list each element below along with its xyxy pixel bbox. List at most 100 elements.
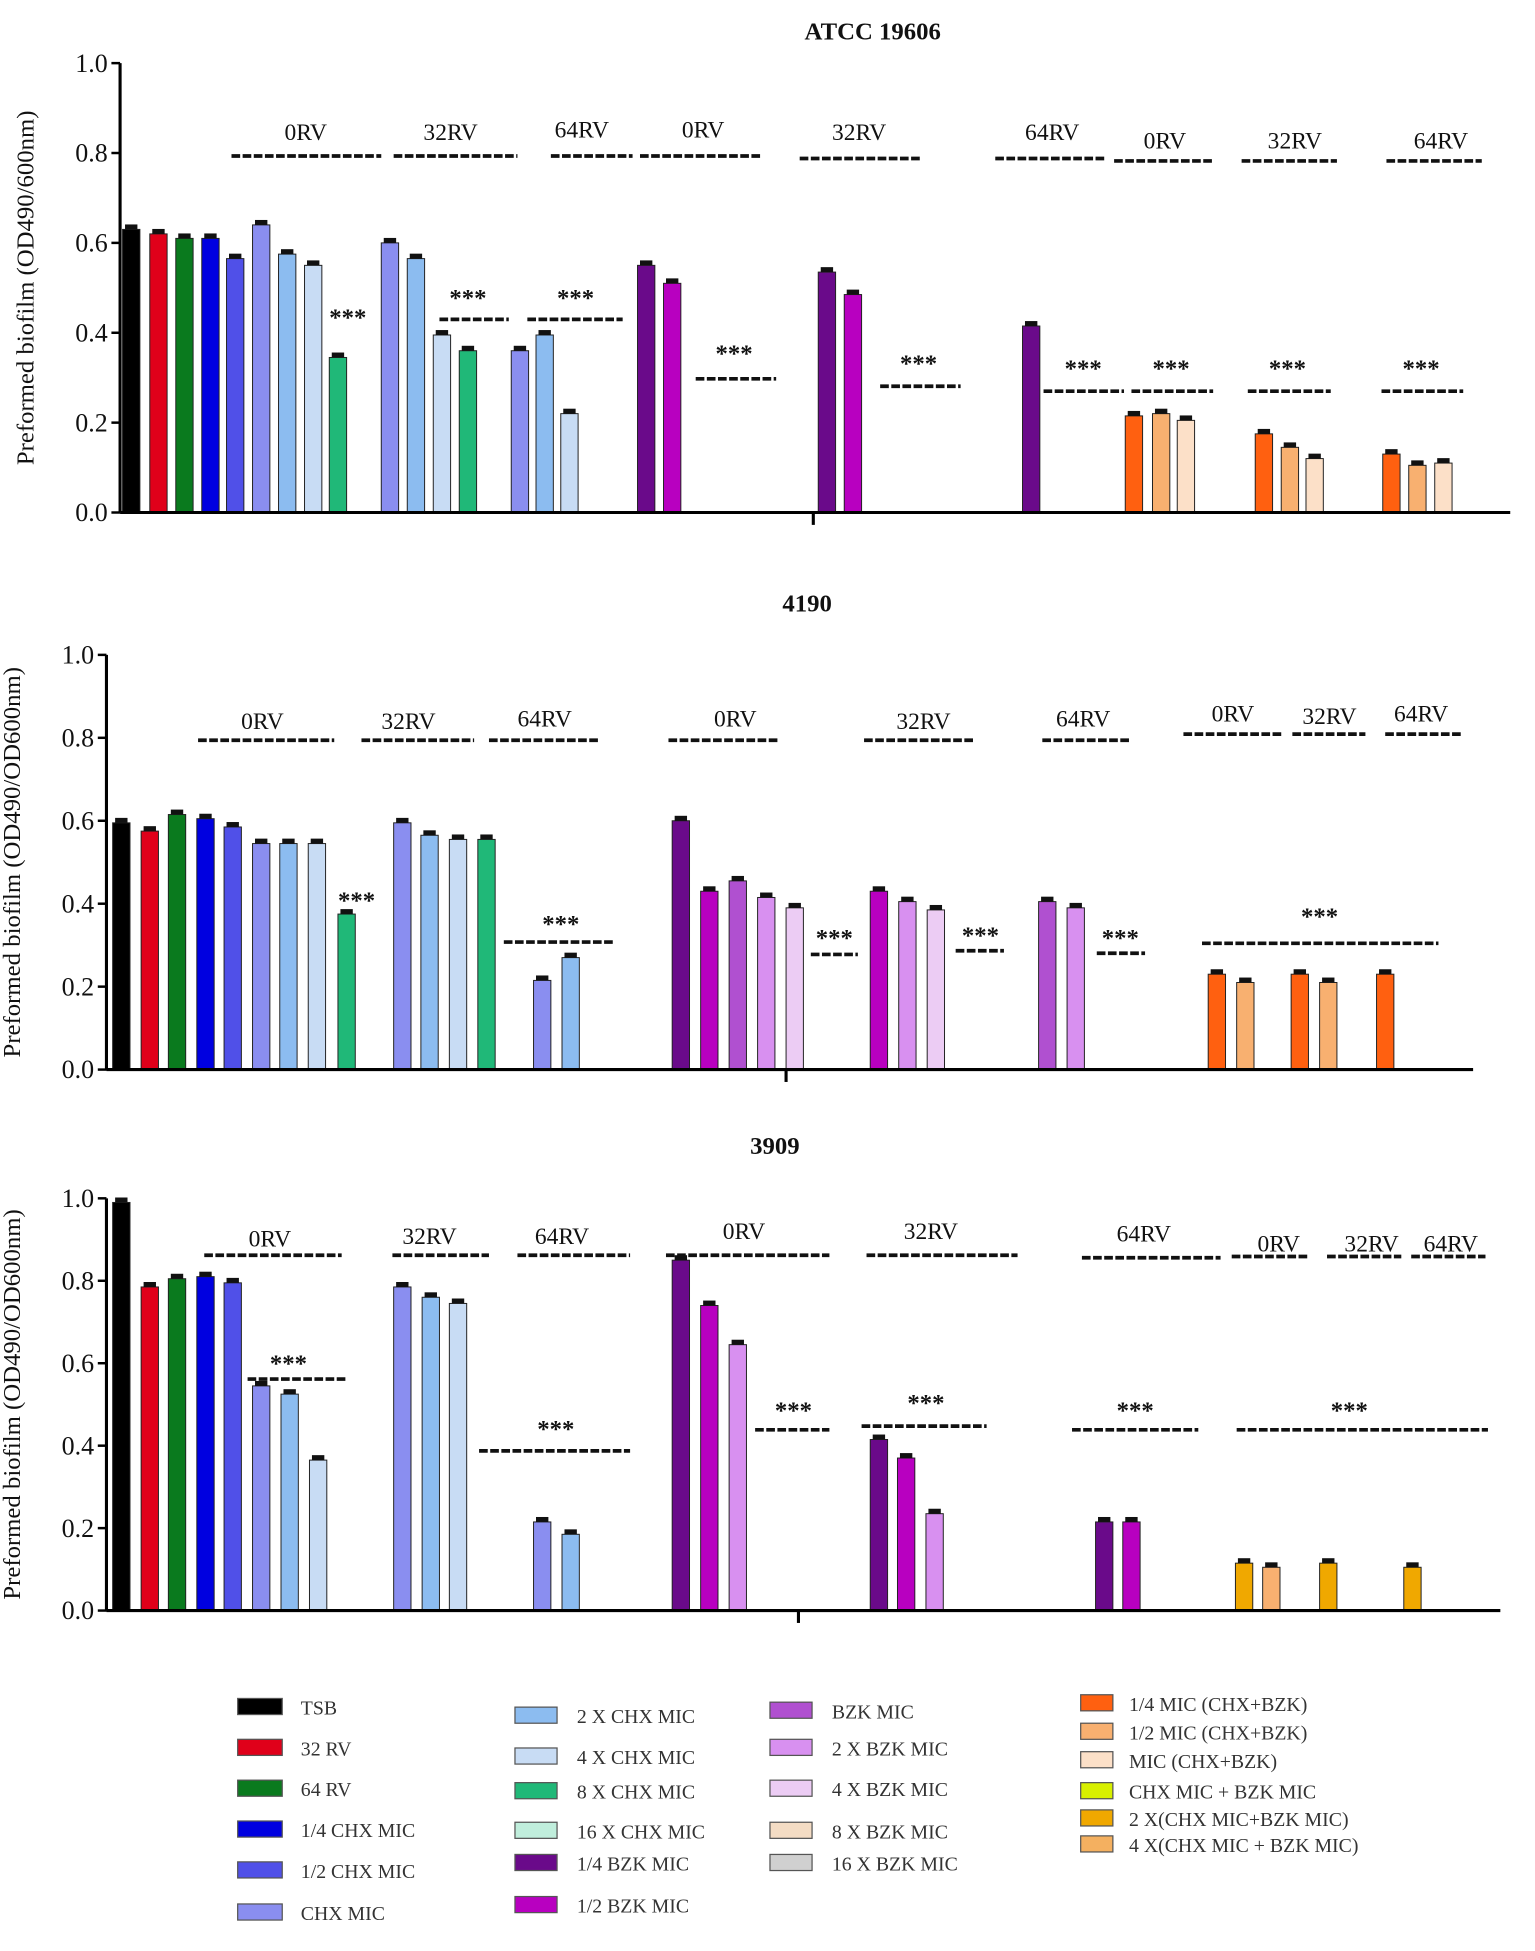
significance-marker: *** (716, 340, 753, 367)
error-bar (929, 904, 943, 910)
error-bar (1406, 1562, 1419, 1568)
error-bar (846, 289, 860, 295)
bar-2-x-bzk-mic (757, 896, 776, 1071)
legend-label: CHX MIC (301, 1903, 385, 1925)
y-axis-label: Preformed biofilm (OD490/OD600nm) (0, 667, 26, 1057)
bar-mic-chx-bzk- (1434, 462, 1453, 514)
legend-swatch (1080, 1809, 1114, 1827)
error-bar (255, 219, 268, 225)
error-bar (143, 826, 156, 832)
error-bar (311, 1455, 325, 1461)
y-tick-label: 0.8 (75, 139, 107, 168)
bar-chx-mic (510, 350, 530, 514)
chart-title: ATCC 19606 (805, 19, 941, 46)
y-tick-label: 0.4 (62, 1431, 94, 1460)
legend-swatch (237, 1738, 283, 1757)
significance-marker: *** (1102, 925, 1139, 952)
error-bar (1069, 902, 1082, 908)
error-bar (665, 278, 679, 284)
error-bar (204, 233, 217, 239)
bar-4-x-chx-mic (432, 334, 452, 514)
bar-8-x-chx-mic (477, 838, 496, 1071)
legend-item: 1/2 MIC (CHX+BZK) (1080, 1722, 1307, 1744)
bar-1-4-chx-mic (201, 237, 220, 514)
bar-4-x-chx-mic (448, 1302, 468, 1612)
group-label: 32RV (1268, 129, 1322, 155)
error-bar (115, 1197, 128, 1203)
legend-item: 4 X(CHX MIC + BZK MIC) (1080, 1835, 1358, 1857)
y-tick-label: 0.4 (62, 889, 94, 918)
y-tick-label: 0.2 (75, 408, 107, 437)
error-bar (199, 813, 212, 819)
legend-item: 16 X CHX MIC (514, 1821, 705, 1843)
legend-swatch (237, 1697, 283, 1716)
group-label: 32RV (402, 1224, 456, 1250)
bar-8-x-chx-mic (328, 356, 348, 514)
legend-label: 8 X CHX MIC (577, 1782, 695, 1804)
bar-chx-mic (380, 242, 400, 514)
group-label: 32RV (381, 709, 435, 735)
error-bar (396, 817, 409, 823)
legend-label: 1/2 CHX MIC (301, 1861, 415, 1883)
group-label: 0RV (723, 1219, 766, 1245)
legend-label: 4 X BZK MIC (832, 1779, 948, 1801)
legend-item: 32 RV (237, 1738, 352, 1760)
y-tick-label: 0.8 (62, 723, 94, 752)
error-bar (307, 260, 320, 266)
error-bar (639, 260, 653, 266)
bar-1-4-mic-chx-bzk- (1124, 415, 1144, 514)
error-bar (1239, 977, 1252, 983)
legend-item: 4 X BZK MIC (769, 1779, 948, 1801)
legend-item: 8 X CHX MIC (514, 1782, 695, 1804)
bar-2-x-chx-mic (279, 843, 298, 1071)
legend-label: 8 X BZK MIC (832, 1821, 948, 1843)
group-label: 64RV (1025, 120, 1079, 146)
error-bar (928, 1508, 941, 1514)
group-label: 64RV (1414, 129, 1468, 155)
legend-swatch (514, 1706, 558, 1724)
significance-marker: *** (338, 888, 375, 915)
legend-swatch (1080, 1751, 1114, 1769)
legend-label: 2 X BZK MIC (832, 1738, 948, 1760)
group-label: 0RV (682, 117, 725, 143)
significance-marker: *** (270, 1351, 307, 1378)
bar-1-4-chx-mic (196, 1276, 215, 1612)
error-bar (480, 834, 493, 840)
error-bar (115, 817, 128, 823)
bar-64-rv (167, 814, 187, 1071)
group-label: 32RV (423, 120, 477, 146)
bar-1-2-chx-mic (223, 826, 242, 1071)
error-bar (283, 1389, 296, 1395)
bar-bzk-mic (728, 880, 747, 1071)
error-bar (820, 267, 834, 273)
y-tick-label: 1.0 (75, 49, 107, 78)
bar-4-x-chx-mic (308, 1459, 328, 1612)
significance-marker: *** (1152, 355, 1189, 382)
error-bar (872, 886, 886, 892)
group-label: 32RV (904, 1219, 958, 1245)
error-bar (170, 1273, 184, 1279)
error-bar (872, 1434, 886, 1440)
bar-2-x-chx-mic (280, 1393, 299, 1612)
y-tick-label: 0.0 (62, 1596, 94, 1625)
bar-32-rv (140, 1286, 159, 1612)
legend-item: MIC (CHX+BZK) (1080, 1751, 1277, 1773)
y-axis-label: Preformed biofilm (OD490/OD600nm) (0, 1209, 26, 1599)
legend-label: 4 X CHX MIC (577, 1747, 695, 1769)
group-label: 32RV (832, 120, 886, 146)
y-tick-label: 0.6 (62, 1349, 94, 1378)
legend-swatch (514, 1895, 558, 1914)
error-bar (435, 330, 449, 336)
error-bar (1098, 1516, 1111, 1522)
error-bar (1379, 969, 1392, 975)
error-bar (423, 830, 436, 836)
legend-swatch (514, 1782, 558, 1800)
error-bar (1257, 428, 1271, 434)
bar-1-4-bzk-mic (637, 264, 656, 514)
bar-4-x-chx-mic (560, 413, 579, 514)
bar-1-2-bzk-mic (843, 294, 863, 514)
bar-mic-chx-bzk- (1305, 458, 1324, 514)
bar-4-x-chx-mic (448, 838, 468, 1071)
group-label: 64RV (518, 707, 572, 733)
error-bar (152, 228, 165, 234)
